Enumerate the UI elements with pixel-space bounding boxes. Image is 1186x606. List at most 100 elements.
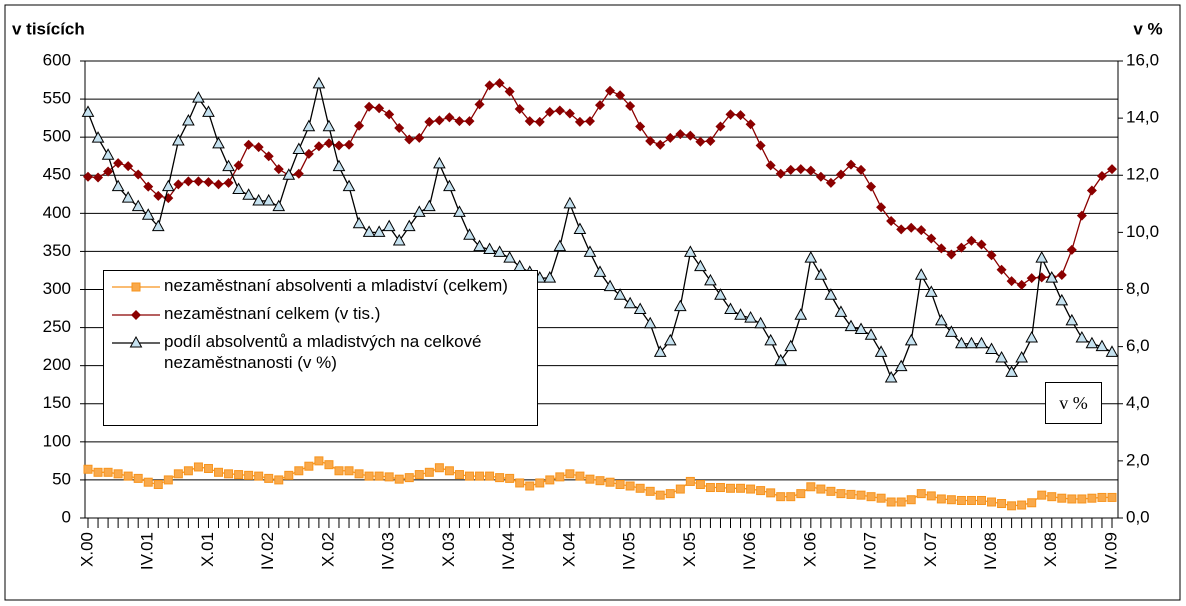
marker — [203, 177, 214, 188]
marker — [1045, 271, 1059, 283]
marker — [997, 499, 1007, 509]
marker — [213, 179, 224, 190]
x-tick-label: X.01 — [198, 532, 217, 567]
marker — [563, 196, 577, 209]
marker — [535, 478, 545, 488]
marker — [704, 273, 717, 286]
y-tick-label: 50 — [52, 469, 71, 488]
marker — [824, 288, 838, 300]
marker — [916, 225, 927, 236]
marker — [765, 160, 776, 171]
marker — [694, 259, 707, 272]
marker — [392, 233, 406, 246]
marker — [103, 467, 113, 477]
marker — [143, 477, 153, 487]
marker — [645, 135, 656, 146]
legend: nezaměstnaní absolventi a mladiství (cel… — [103, 270, 538, 426]
marker — [1047, 492, 1057, 502]
marker — [464, 471, 474, 481]
marker — [814, 268, 828, 280]
marker — [374, 103, 385, 114]
marker — [826, 486, 836, 496]
marker — [605, 477, 615, 487]
marker — [323, 138, 334, 149]
marker — [766, 488, 776, 498]
marker — [584, 116, 595, 127]
marker — [153, 479, 163, 489]
x-tick-label: IV.07 — [861, 532, 880, 570]
marker — [924, 285, 938, 297]
marker — [1016, 279, 1027, 290]
x-tick-label: IV.01 — [138, 532, 157, 570]
marker — [1025, 331, 1039, 343]
marker — [583, 245, 597, 257]
marker — [995, 351, 1008, 363]
marker — [434, 115, 445, 126]
y-tick-label: 550 — [43, 89, 71, 108]
annotation: v % — [1045, 382, 1102, 424]
marker — [303, 148, 314, 159]
marker — [724, 302, 737, 314]
marker — [886, 215, 897, 226]
marker — [151, 219, 165, 232]
marker — [734, 308, 747, 320]
marker — [794, 308, 808, 320]
marker — [133, 473, 143, 483]
marker — [273, 164, 284, 175]
marker — [625, 481, 635, 491]
marker — [81, 105, 95, 117]
marker — [985, 342, 998, 354]
marker — [484, 80, 495, 91]
y-tick-label: 350 — [43, 241, 71, 260]
marker — [192, 91, 205, 103]
marker — [422, 199, 436, 212]
marker — [864, 328, 878, 340]
marker — [193, 176, 204, 187]
marker — [936, 243, 947, 254]
marker — [402, 219, 416, 232]
marker — [173, 179, 184, 190]
marker — [615, 479, 625, 489]
marker — [906, 222, 917, 233]
marker — [815, 171, 826, 182]
marker — [914, 268, 928, 280]
marker — [193, 462, 203, 472]
marker — [322, 119, 336, 132]
marker — [775, 168, 786, 179]
marker — [543, 271, 557, 283]
marker — [896, 224, 907, 235]
marker — [965, 336, 978, 349]
marker — [595, 476, 605, 486]
marker — [414, 132, 425, 143]
marker — [834, 305, 848, 317]
marker — [987, 497, 997, 507]
marker — [976, 239, 987, 250]
marker — [224, 469, 234, 479]
marker — [846, 489, 856, 499]
marker — [223, 177, 234, 188]
y2-axis-title: v % — [1133, 19, 1162, 38]
marker — [603, 279, 617, 292]
marker — [565, 469, 575, 479]
marker — [111, 179, 125, 192]
marker — [384, 109, 395, 120]
marker — [764, 333, 778, 346]
marker — [493, 245, 506, 257]
marker — [131, 199, 145, 212]
marker — [916, 489, 926, 499]
marker — [1017, 500, 1027, 510]
x-tick-label: IV.03 — [379, 532, 398, 570]
marker — [856, 164, 867, 175]
marker — [795, 164, 806, 175]
marker — [1067, 494, 1077, 504]
marker — [454, 116, 465, 127]
marker — [1086, 185, 1097, 196]
marker — [443, 179, 456, 192]
x-tick-label: IV.02 — [258, 532, 277, 570]
marker — [705, 135, 716, 146]
marker — [695, 136, 706, 147]
y-tick-label: 400 — [43, 203, 71, 222]
marker — [736, 483, 746, 493]
marker — [554, 105, 565, 116]
